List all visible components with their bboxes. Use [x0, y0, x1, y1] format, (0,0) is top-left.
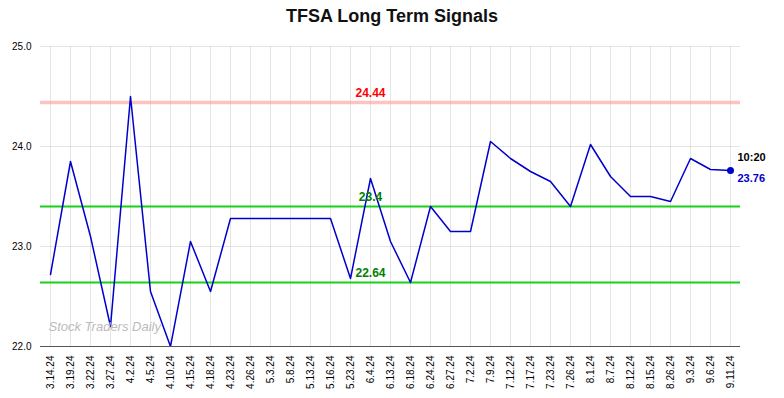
svg-text:4.10.24: 4.10.24 [165, 355, 176, 389]
svg-text:8.12.24: 8.12.24 [625, 355, 636, 389]
svg-text:22.64: 22.64 [355, 266, 385, 280]
svg-text:3.27.24: 3.27.24 [105, 355, 116, 389]
svg-text:5.13.24: 5.13.24 [305, 355, 316, 389]
svg-text:4.2.24: 4.2.24 [125, 355, 136, 383]
svg-text:3.14.24: 3.14.24 [45, 355, 56, 389]
svg-text:8.15.24: 8.15.24 [645, 355, 656, 389]
html-text:TFSA Long Term Signals: TFSA Long Term Signals [286, 6, 498, 26]
svg-text:7.23.24: 7.23.24 [545, 355, 556, 389]
svg-text:Stock Traders Daily: Stock Traders Daily [49, 319, 163, 334]
svg-text:25.0: 25.0 [12, 41, 32, 52]
svg-text:7.26.24: 7.26.24 [565, 355, 576, 389]
svg-text:23.0: 23.0 [12, 241, 32, 252]
svg-text:7.2.24: 7.2.24 [465, 355, 476, 383]
svg-text:8.26.24: 8.26.24 [665, 355, 676, 389]
svg-text:4.5.24: 4.5.24 [145, 355, 156, 383]
svg-text:7.9.24: 7.9.24 [485, 355, 496, 383]
svg-text:6.24.24: 6.24.24 [425, 355, 436, 389]
svg-text:22.0: 22.0 [12, 341, 32, 352]
svg-text:4.15.24: 4.15.24 [185, 355, 196, 389]
svg-text:5.16.24: 5.16.24 [325, 355, 336, 389]
svg-text:4.23.24: 4.23.24 [225, 355, 236, 389]
svg-text:9.3.24: 9.3.24 [685, 355, 696, 383]
svg-text:8.1.24: 8.1.24 [585, 355, 596, 383]
svg-text:3.22.24: 3.22.24 [85, 355, 96, 389]
svg-text:7.12.24: 7.12.24 [505, 355, 516, 389]
svg-text:9.11.24: 9.11.24 [725, 355, 736, 388]
svg-text:10:20: 10:20 [738, 151, 766, 163]
svg-text:5.23.24: 5.23.24 [345, 355, 356, 389]
svg-text:23.76: 23.76 [738, 172, 766, 184]
svg-text:23.4: 23.4 [359, 190, 383, 204]
svg-text:4.26.24: 4.26.24 [245, 355, 256, 389]
svg-text:24.0: 24.0 [12, 141, 32, 152]
svg-text:7.17.24: 7.17.24 [525, 355, 536, 389]
svg-text:6.18.24: 6.18.24 [405, 355, 416, 389]
svg-text:9.6.24: 9.6.24 [705, 355, 716, 383]
svg-text:3.19.24: 3.19.24 [65, 355, 76, 389]
svg-text:5.3.24: 5.3.24 [265, 355, 276, 383]
svg-text:6.13.24: 6.13.24 [385, 355, 396, 389]
svg-text:6.4.24: 6.4.24 [365, 355, 376, 383]
svg-text:4.18.24: 4.18.24 [205, 355, 216, 389]
svg-text:6.27.24: 6.27.24 [445, 355, 456, 389]
svg-text:24.44: 24.44 [355, 86, 385, 100]
svg-text:8.7.24: 8.7.24 [605, 355, 616, 383]
svg-text:5.8.24: 5.8.24 [285, 355, 296, 383]
